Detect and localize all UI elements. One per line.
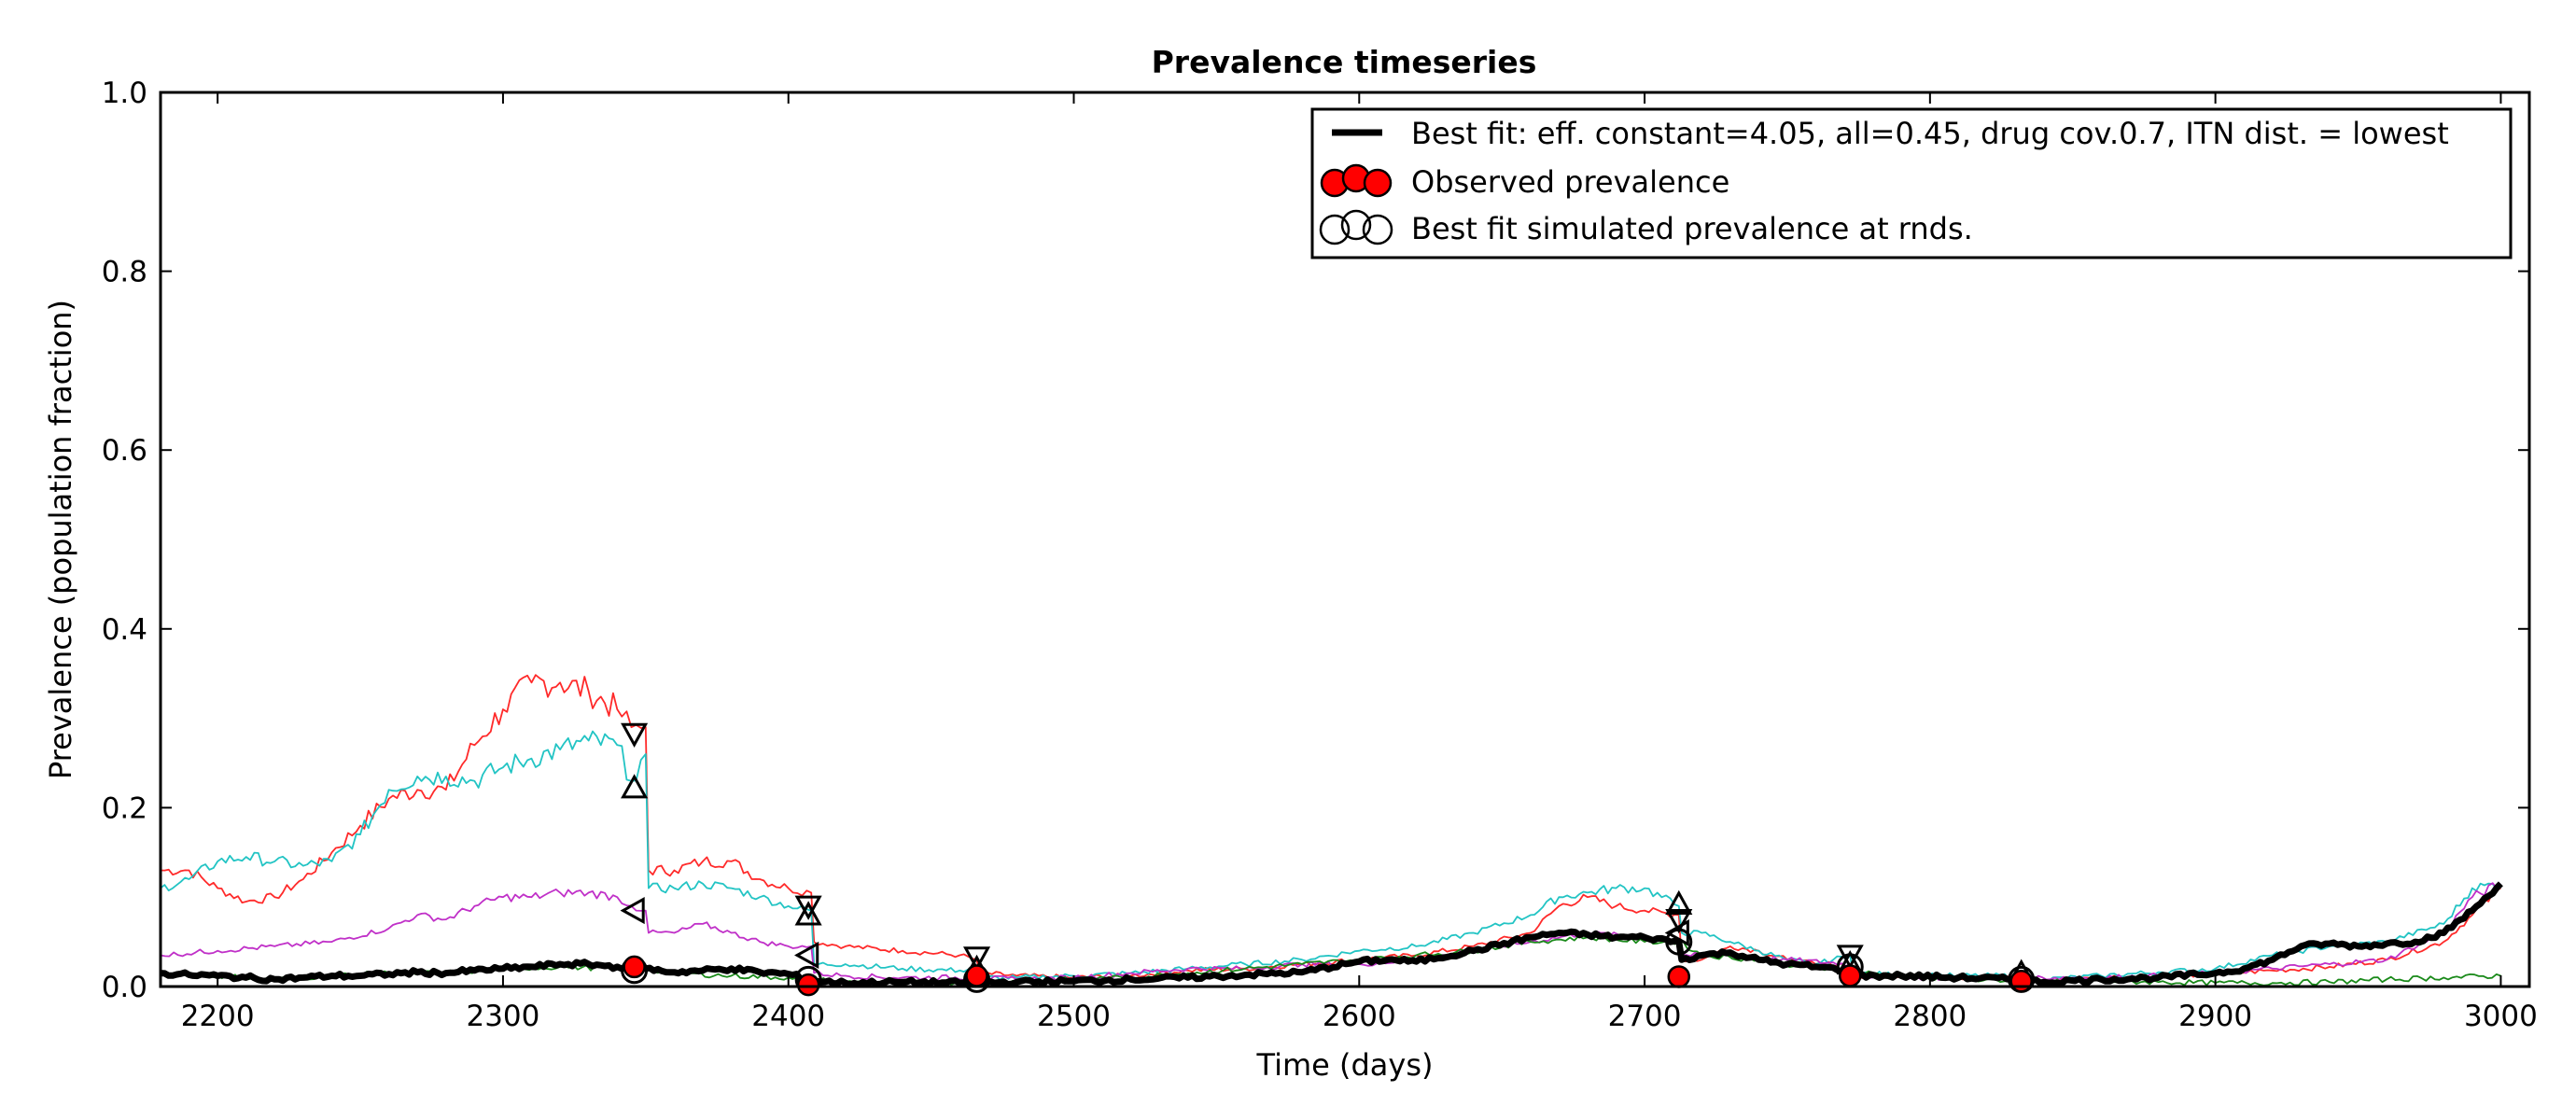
y-tick-label-1: 0.2 [102, 791, 147, 825]
legend-label-best-fit: Best fit: eff. constant=4.05, all=0.45, … [1411, 116, 2449, 151]
triangle-marker-8 [1665, 889, 1693, 915]
triangle-marker-4 [794, 901, 822, 926]
triangle-marker-6 [962, 946, 991, 972]
x-tick-label-5: 2700 [1608, 1000, 1682, 1033]
legend: Best fit: eff. constant=4.05, all=0.45, … [1310, 107, 2513, 259]
x-tick-label-1: 2300 [466, 1000, 539, 1033]
x-tick-label-8: 3000 [2464, 1000, 2538, 1033]
y-tick-label-0: 0.0 [102, 971, 147, 1004]
y-tick-label-3: 0.6 [102, 434, 147, 468]
y-tick-label-4: 0.8 [102, 256, 147, 289]
observed-point-5 [2009, 970, 2033, 993]
x-tick-label-4: 2600 [1323, 1000, 1396, 1033]
x-tick-label-6: 2800 [1893, 1000, 1967, 1033]
series-layer [160, 674, 2503, 988]
x-tick-label-2: 2400 [751, 1000, 825, 1033]
x-tick-label-3: 2500 [1037, 1000, 1111, 1033]
triangle-marker-1 [621, 774, 649, 799]
legend-label-observed: Observed prevalence [1411, 164, 1729, 200]
triangle-marker-5 [794, 941, 819, 970]
observed-point-3 [1667, 965, 1691, 988]
x-tick-label-0: 2200 [181, 1000, 255, 1033]
triangle-marker-9 [1665, 909, 1693, 934]
chart-title: Prevalence timeseries [1152, 44, 1537, 80]
triangle-marker-3 [794, 895, 822, 920]
observed-point-4 [1838, 964, 1862, 987]
legend-box [1310, 107, 2513, 259]
series-line-2 [160, 882, 2502, 983]
observed-point-1 [796, 973, 820, 997]
legend-simulated-swatch [1319, 209, 1393, 245]
ticks-layer: 2200 2300 2400 2500 2600 2700 2800 2900 3000 0.0 0… [102, 77, 2538, 1033]
simulated-point-3 [1665, 928, 1693, 956]
triangle-marker-0 [621, 722, 649, 748]
observed-point-0 [623, 955, 646, 979]
legend-label-simulated: Best fit simulated prevalence at rnds. [1411, 211, 1973, 246]
observed-point-2 [965, 964, 988, 987]
series-line-4 [160, 881, 2503, 988]
series-line-1 [160, 730, 2502, 983]
triangle-marker-2 [620, 897, 645, 925]
x-axis-label: Time (days) [1256, 1047, 1434, 1083]
legend-observed-swatch [1320, 163, 1393, 198]
y-tick-label-2: 0.4 [102, 613, 147, 647]
y-tick-label-5: 1.0 [102, 77, 147, 110]
y-axis-label: Prevalence (population fraction) [43, 300, 78, 779]
plot-frame [159, 91, 2531, 988]
x-tick-label-7: 2900 [2178, 1000, 2252, 1033]
